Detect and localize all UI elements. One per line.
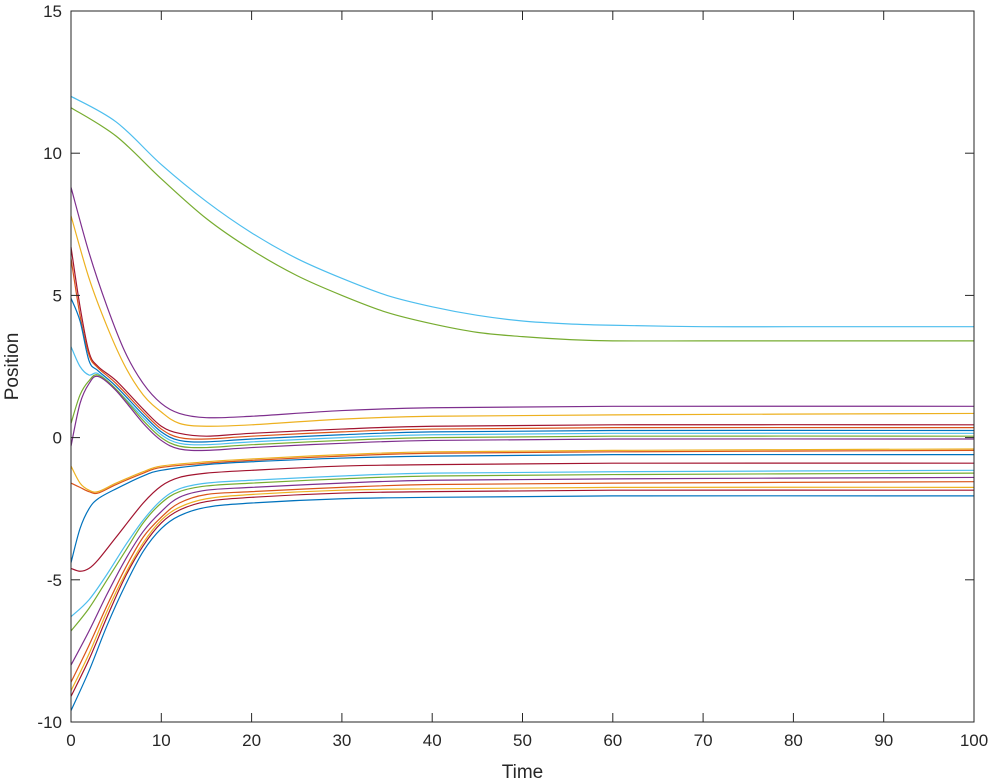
y-tick-label: 10 (43, 144, 62, 163)
series-line-14 (70, 462, 975, 572)
y-tick-label: 0 (53, 429, 62, 448)
series-line-6 (70, 258, 975, 440)
series-line-17 (70, 476, 975, 666)
series-line-3 (70, 187, 975, 419)
series-line-12 (70, 449, 975, 495)
series-line-9 (70, 374, 975, 449)
y-axis-label: Position (2, 333, 23, 401)
x-tick-label: 70 (694, 731, 713, 750)
x-tick-label: 40 (423, 731, 442, 750)
x-tick-label: 20 (242, 731, 261, 750)
series-line-5 (70, 246, 975, 437)
series-line-18 (70, 481, 975, 683)
series-line-21 (70, 495, 975, 711)
x-tick-label: 30 (332, 731, 351, 750)
series-line-4 (70, 215, 975, 427)
series-line-15 (70, 469, 975, 618)
series-line-8 (70, 346, 975, 446)
y-tick-label: 15 (43, 2, 62, 21)
x-tick-label: 0 (66, 731, 75, 750)
x-tick-label: 50 (513, 731, 532, 750)
x-tick-label: 80 (784, 731, 803, 750)
series-line-1 (70, 95, 974, 328)
y-tick-label: -5 (47, 571, 62, 590)
series-line-2 (70, 107, 974, 342)
series-line-13 (70, 453, 975, 563)
axes-box (70, 10, 975, 723)
ticks-layer: 0 10 20 30 40 50 60 70 80 90 100 -10 -5 0 5 10 15 (37, 2, 988, 750)
y-tick-label: -10 (37, 713, 62, 732)
x-axis-label: Time (502, 762, 544, 783)
series-layer (70, 95, 975, 711)
series-line-10 (70, 375, 975, 452)
x-tick-label: 100 (960, 731, 988, 750)
series-line-7 (70, 298, 975, 443)
x-tick-label: 10 (152, 731, 171, 750)
series-line-16 (70, 472, 975, 632)
series-line-11 (70, 448, 975, 493)
x-tick-label: 90 (874, 731, 893, 750)
y-tick-label: 5 (53, 286, 62, 305)
series-line-19 (70, 486, 975, 691)
series-line-20 (70, 489, 975, 697)
x-tick-label: 60 (603, 731, 622, 750)
